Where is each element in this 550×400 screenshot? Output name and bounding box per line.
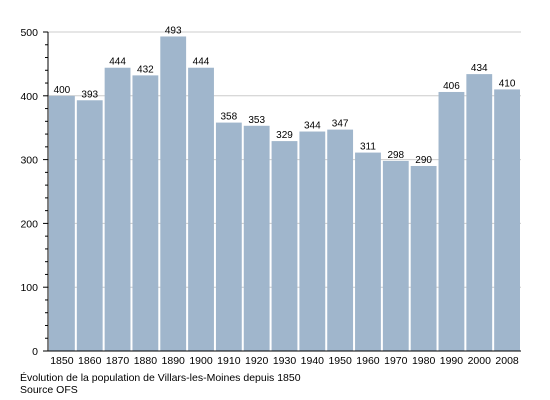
data-label: 444 — [193, 57, 210, 68]
y-tick-label: 500 — [20, 27, 38, 39]
bar — [466, 74, 493, 351]
data-label: 406 — [443, 81, 460, 92]
data-label: 311 — [360, 142, 376, 153]
data-label: 444 — [109, 57, 126, 68]
y-tick-label: 200 — [20, 218, 38, 230]
bar — [327, 129, 354, 351]
x-tick-label: 1920 — [245, 355, 269, 367]
chart-source: Source OFS — [20, 384, 78, 396]
x-tick-label: 1850 — [50, 355, 74, 367]
bar — [188, 67, 214, 351]
x-tick-label: 1990 — [440, 355, 464, 367]
bar — [76, 100, 103, 352]
data-label: 358 — [221, 112, 238, 123]
x-tick-label: 1970 — [384, 355, 408, 367]
x-tick-label: 2000 — [468, 355, 492, 367]
data-label: 393 — [81, 89, 98, 100]
bar — [494, 89, 520, 352]
bar — [271, 141, 298, 351]
x-tick-label: 1960 — [356, 355, 380, 367]
bar — [299, 131, 326, 351]
x-tick-label: 1860 — [78, 355, 102, 367]
bar — [132, 75, 159, 351]
y-tick-label: 100 — [20, 282, 38, 294]
bar — [215, 122, 242, 351]
data-label: 344 — [304, 121, 321, 132]
x-tick-label: 2008 — [495, 355, 519, 367]
x-tick-label: 1870 — [106, 355, 130, 367]
x-tick-label: 1940 — [301, 355, 325, 367]
data-label: 410 — [499, 78, 516, 89]
data-label: 329 — [276, 130, 293, 141]
data-label: 493 — [165, 25, 182, 36]
chart-caption: Évolution de la population de Villars-le… — [20, 372, 301, 384]
bar — [49, 95, 75, 351]
data-label: 400 — [54, 85, 71, 96]
bar — [382, 160, 409, 351]
x-tick-label: 1900 — [189, 355, 213, 367]
x-tick-label: 1950 — [328, 355, 352, 367]
bar — [243, 125, 270, 351]
bar — [104, 67, 131, 351]
y-tick-label: 0 — [32, 346, 38, 358]
data-label: 434 — [471, 63, 488, 74]
y-tick-label: 300 — [20, 155, 38, 167]
x-tick-label: 1910 — [217, 355, 241, 367]
bar — [410, 165, 437, 351]
x-tick-label: 1880 — [134, 355, 158, 367]
data-label: 432 — [137, 64, 154, 75]
y-tick-label: 400 — [20, 91, 38, 103]
data-label: 298 — [387, 150, 404, 161]
x-tick-label: 1980 — [412, 355, 436, 367]
x-tick-label: 1930 — [273, 355, 297, 367]
bar — [355, 152, 381, 351]
x-tick-label: 1890 — [162, 355, 186, 367]
bar — [438, 91, 465, 352]
data-label: 353 — [248, 115, 265, 126]
data-label: 347 — [332, 119, 349, 130]
bar — [160, 36, 187, 351]
data-label: 290 — [415, 155, 432, 166]
